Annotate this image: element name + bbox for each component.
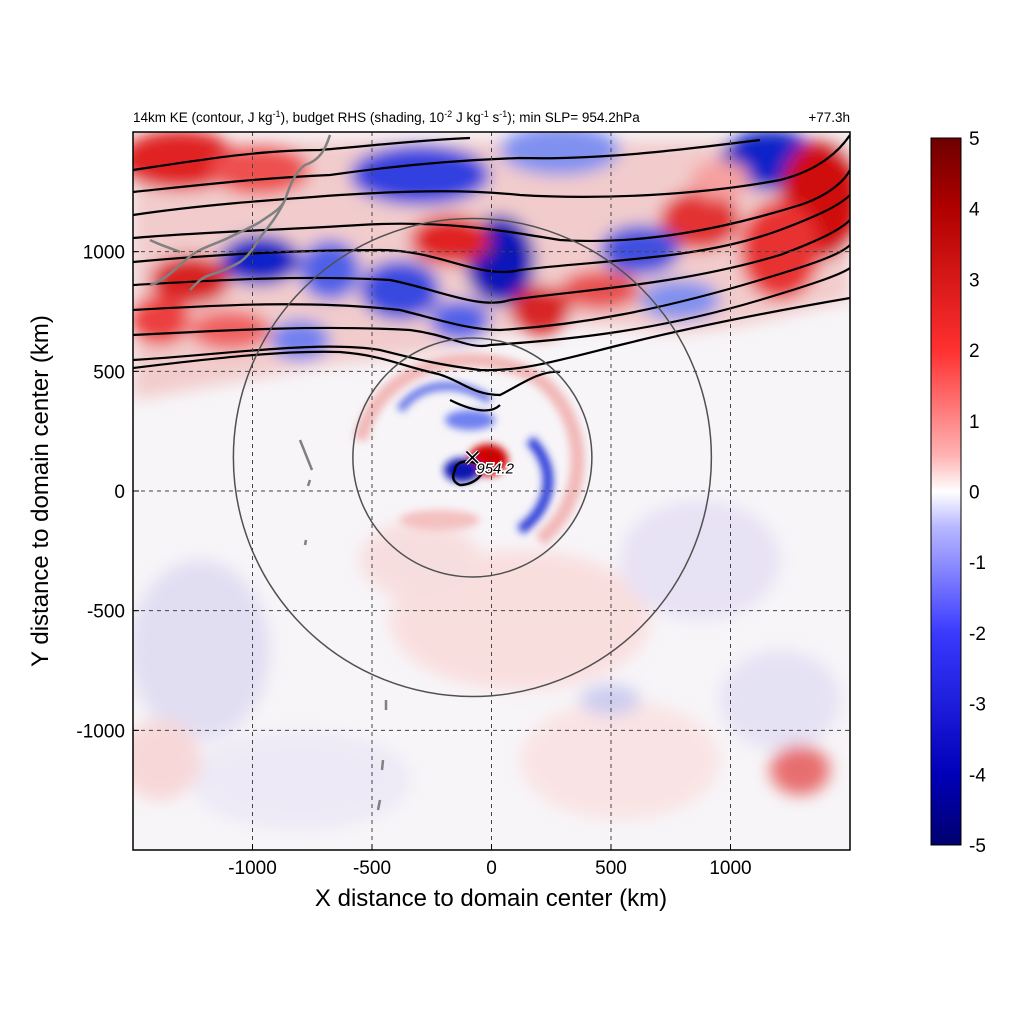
x-tick-label: 1000 [709,858,751,879]
colorbar-tick-label: 2 [969,341,980,362]
y-axis-title: Y distance to domain center (km) [27,315,54,667]
range-ring [352,337,593,578]
colorbar-tick-label: 5 [969,129,980,150]
y-axis-ticks: 1000 500 0 -500 -1000 [76,243,139,742]
colorbar-tick-label: -2 [969,624,986,645]
colorbar-ticks: 5 4 3 2 1 0 -1 -2 -3 -4 -5 [969,129,986,857]
colorbar-tick-label: 3 [969,270,980,291]
x-axis-title: X distance to domain center (km) [315,885,667,912]
x-tick-label: -1000 [228,858,277,879]
colorbar-tick-label: 0 [969,483,980,504]
colorbar-tick-label: 4 [969,200,980,221]
x-tick-label: -500 [353,858,391,879]
colorbar-tick-label: -5 [969,836,986,857]
plot-title-left: 14km KE (contour, J kg-1), budget RHS (s… [133,109,640,125]
colorbar-tick-label: -3 [969,695,986,716]
shading-field [133,132,850,830]
plot-title-right: +77.3h [808,110,850,125]
storm-x-stroke [465,450,480,465]
min-slp-annotation: 954.2 [476,460,514,477]
y-tick-label: 0 [114,482,125,503]
x-tick-label: 500 [595,858,627,879]
colorbar-tick-label: -4 [969,765,986,786]
colorbar-tick-label: -1 [969,553,986,574]
x-tick-label: 0 [486,858,497,879]
y-tick-label: 1000 [83,243,125,264]
y-tick-label: 500 [93,362,125,383]
colorbar-tick-label: 1 [969,412,980,433]
x-axis-ticks: -1000 -500 0 500 1000 [228,844,752,879]
y-tick-label: -1000 [76,721,125,742]
range-ring [232,217,713,698]
storm-center-x-icon [464,450,480,465]
y-tick-label: -500 [87,602,125,623]
colorbar [930,137,962,846]
range-rings [232,217,713,698]
coastline [149,134,388,811]
storm-center-marker: 954.2 [464,450,516,479]
